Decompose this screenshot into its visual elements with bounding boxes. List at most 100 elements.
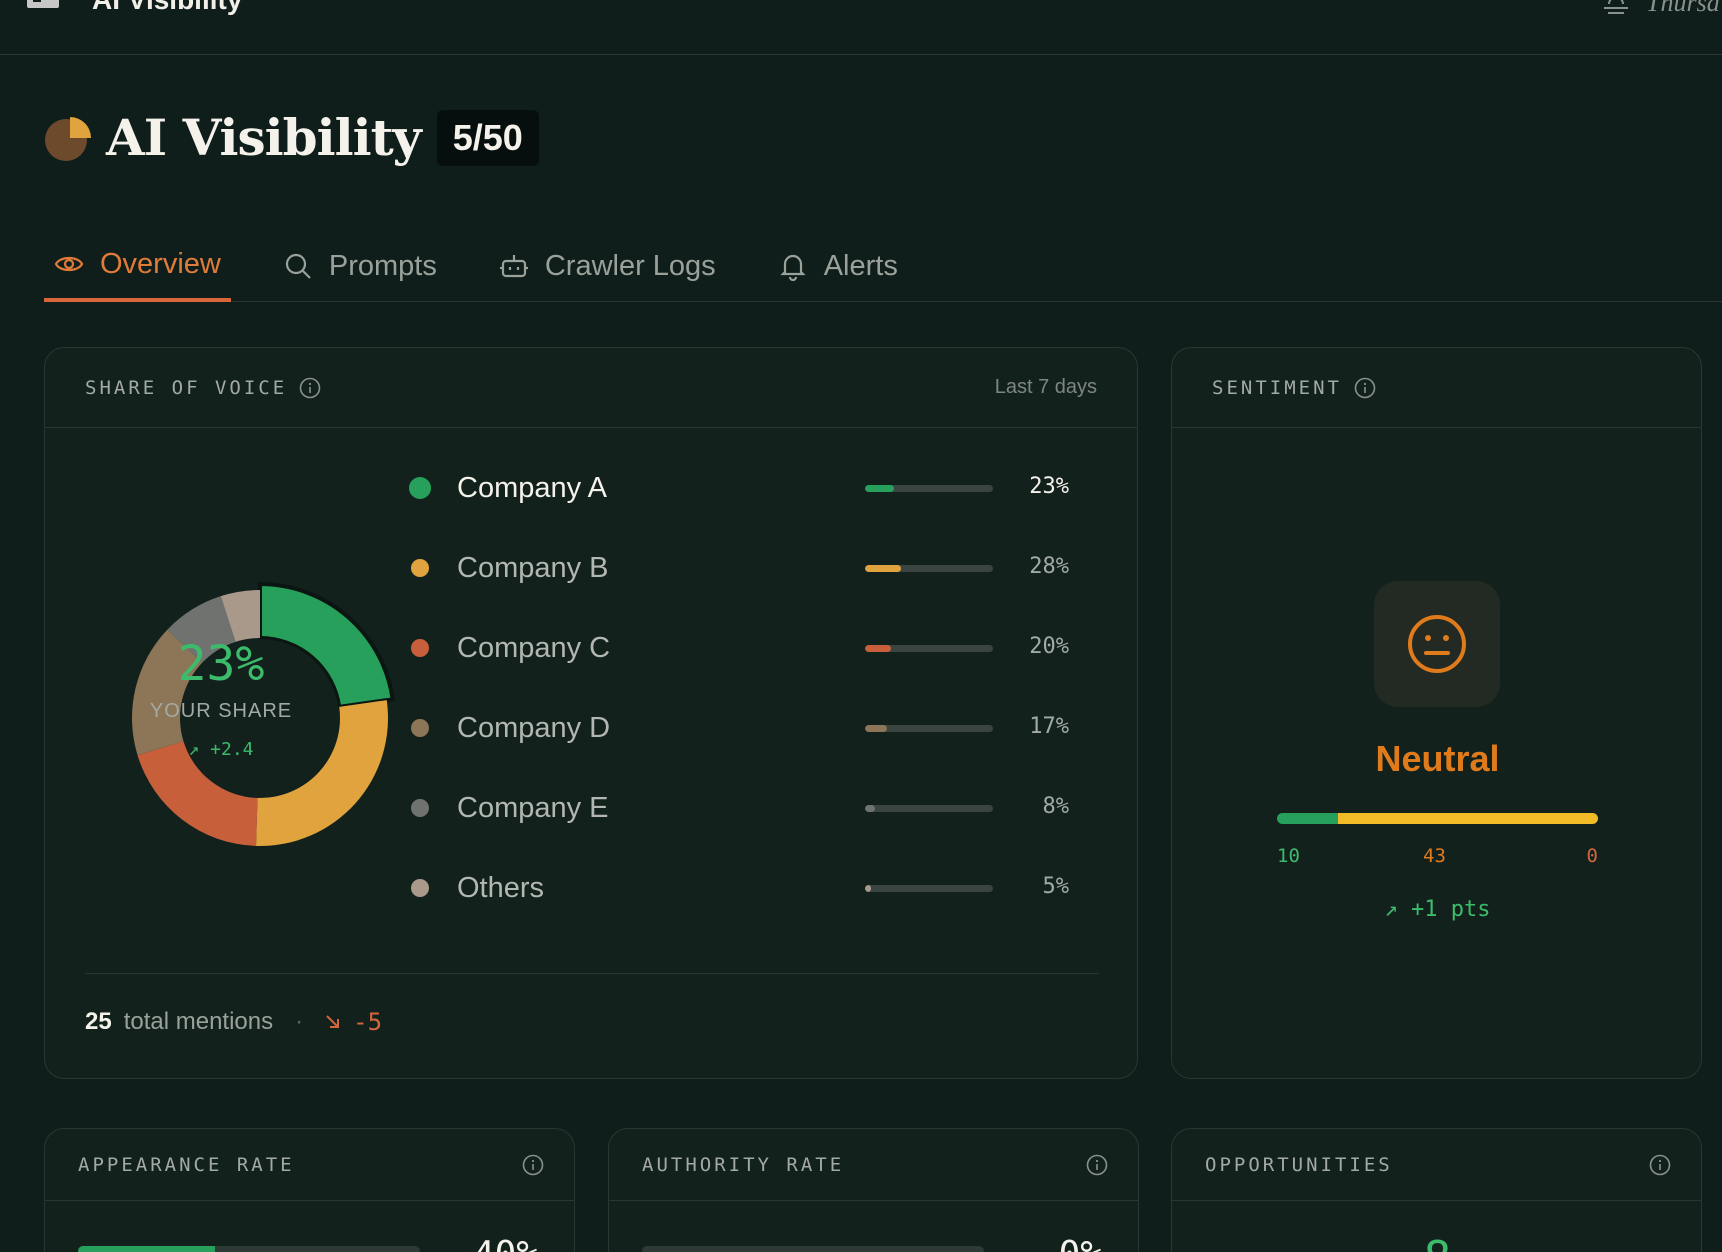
negative-count: 0 [1586,845,1598,867]
opportunities-card: OPPORTUNITIES 8 [1171,1128,1702,1252]
search-icon [285,253,311,279]
appearance-progress-bar [78,1246,420,1252]
card-header: OPPORTUNITIES [1172,1129,1701,1201]
legend-percent: 23% [1029,474,1069,499]
page-title: AI Visibility [106,108,422,167]
legend-share-fill [865,565,901,572]
tab-label: Overview [100,247,221,280]
donut-slice[interactable] [132,629,203,756]
donut-slice[interactable] [167,596,236,663]
appearance-rate-value: 40% [473,1234,538,1252]
legend-share-fill [865,645,891,652]
card-header: AUTHORITY RATE [609,1129,1138,1201]
top-bar-title: AI Visibility [92,0,242,16]
card-header: SENTIMENT [1172,348,1701,428]
legend-share-bar [865,485,993,492]
legend-share-bar [865,885,993,892]
card-title-text: AUTHORITY RATE [642,1153,845,1176]
sidebar-toggle-icon[interactable] [27,0,59,8]
info-icon[interactable] [1649,1154,1671,1176]
sunrise-icon [1604,0,1628,14]
positive-count: 10 [1277,845,1300,867]
legend-color-dot [411,639,429,657]
legend-percent: 17% [1029,714,1069,739]
opportunities-value: 8 [1172,1231,1703,1252]
info-icon[interactable] [1086,1154,1108,1176]
donut-slice[interactable] [256,700,388,846]
share-donut-chart [132,581,395,846]
sentiment-label: Neutral [1375,738,1500,779]
neutral-face-icon [1408,615,1466,673]
pie-logo-icon [45,116,91,161]
tab-label: Alerts [823,249,898,282]
legend-name: Company E [457,792,609,824]
sentiment-bar [1277,813,1598,824]
legend-percent: 5% [1042,874,1070,899]
legend-color-dot [411,799,429,817]
card-title: SENTIMENT [1212,377,1376,399]
bell-icon [780,254,806,281]
mentions-summary: 25 total mentions · -5 [85,973,1099,1036]
legend-percent: 28% [1029,554,1069,579]
tab-prompts[interactable]: Prompts [273,236,447,296]
legend-item[interactable]: Company A 23% [409,458,1109,538]
sentiment-delta: ↗ +1 pts [1384,897,1491,922]
donut-slice[interactable] [137,741,258,846]
appearance-progress-fill [78,1246,215,1252]
card-header: APPEARANCE RATE [45,1129,574,1201]
legend-share-bar [865,725,993,732]
tab-overview[interactable]: Overview [44,236,231,302]
authority-rate-card: AUTHORITY RATE 0% [608,1128,1139,1252]
legend-share-bar [865,805,993,812]
tab-bar: Overview Prompts Crawler Logs Alerts [44,236,1722,302]
date-display: Thursd [1600,0,1720,18]
mentions-delta-value: -5 [353,1008,383,1036]
share-of-voice-card: SHARE OF VOICE Last 7 days 23% YOUR SHAR… [44,347,1138,1079]
legend-item[interactable]: Company B 28% [409,538,1109,618]
legend-color-dot [411,559,429,577]
tab-label: Prompts [328,249,437,282]
share-legend: Company A 23% Company B 28% Company C 20% Comp… [409,458,1109,938]
appearance-rate-card: APPEARANCE RATE 40% [44,1128,575,1252]
mentions-delta: -5 [325,1008,382,1036]
legend-item[interactable]: Others 5% [409,858,1109,938]
authority-progress-bar [642,1246,984,1252]
legend-item[interactable]: Company D 17% [409,698,1109,778]
tab-alerts[interactable]: Alerts [768,236,908,296]
your-share-delta: ↗ +2.4 [188,739,254,760]
arrow-down-right-icon [326,1015,340,1028]
donut-slice[interactable] [258,581,395,710]
eye-icon [54,256,84,272]
legend-item[interactable]: Company E 8% [409,778,1109,858]
sentiment-card: SENTIMENT Neutral 10 43 0 ↗ +1 pts [1171,347,1702,1079]
donut-slice[interactable] [220,590,260,642]
neutral-face-badge [1374,581,1500,707]
legend-share-fill [865,485,895,492]
tab-label: Crawler Logs [544,249,716,282]
legend-name: Company A [457,472,607,504]
total-mentions-count: 25 [85,1008,112,1035]
legend-name: Company D [457,712,611,744]
info-icon[interactable] [299,377,321,399]
card-title-text: SHARE OF VOICE [85,376,288,399]
info-icon[interactable] [1354,377,1376,399]
tab-crawler-logs[interactable]: Crawler Logs [489,236,726,296]
your-share-value: 23% [177,636,265,692]
legend-name: Others [457,872,545,904]
sentiment-segment-positive [1277,813,1338,824]
page-header: AI Visibility 5/50 [44,108,539,167]
legend-percent: 8% [1042,794,1070,819]
legend-color-dot [411,719,429,737]
sentiment-segment-neutral [1337,813,1598,824]
total-mentions-label: total mentions [123,1008,274,1035]
legend-item[interactable]: Company C 20% [409,618,1109,698]
period-label: Last 7 days [994,376,1097,398]
legend-name: Company C [457,632,611,664]
top-bar: AI Visibility Thursd [0,0,1722,55]
legend-color-dot [409,477,431,499]
legend-share-bar [865,645,993,652]
neutral-count: 43 [1423,845,1446,867]
info-icon[interactable] [522,1154,544,1176]
legend-share-fill [865,805,876,812]
card-header: SHARE OF VOICE Last 7 days [45,348,1137,428]
